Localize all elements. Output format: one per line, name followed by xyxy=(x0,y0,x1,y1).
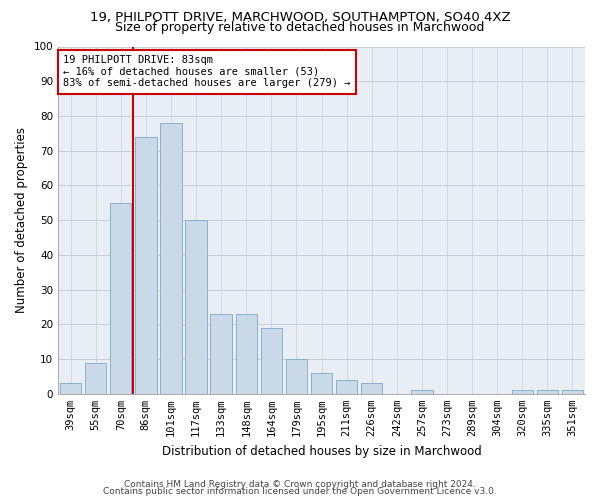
Bar xyxy=(336,380,357,394)
Bar xyxy=(361,384,382,394)
Bar xyxy=(260,328,282,394)
Bar xyxy=(135,137,157,394)
Bar xyxy=(411,390,433,394)
Bar xyxy=(110,203,131,394)
Y-axis label: Number of detached properties: Number of detached properties xyxy=(15,127,28,313)
Text: Size of property relative to detached houses in Marchwood: Size of property relative to detached ho… xyxy=(115,21,485,34)
Bar xyxy=(236,314,257,394)
X-axis label: Distribution of detached houses by size in Marchwood: Distribution of detached houses by size … xyxy=(161,444,481,458)
Bar xyxy=(211,314,232,394)
Bar xyxy=(536,390,558,394)
Bar xyxy=(311,373,332,394)
Bar xyxy=(60,384,81,394)
Bar xyxy=(85,362,106,394)
Text: Contains HM Land Registry data © Crown copyright and database right 2024.: Contains HM Land Registry data © Crown c… xyxy=(124,480,476,489)
Bar xyxy=(160,123,182,394)
Text: 19, PHILPOTT DRIVE, MARCHWOOD, SOUTHAMPTON, SO40 4XZ: 19, PHILPOTT DRIVE, MARCHWOOD, SOUTHAMPT… xyxy=(89,11,511,24)
Bar xyxy=(185,220,207,394)
Bar xyxy=(512,390,533,394)
Bar xyxy=(286,359,307,394)
Text: Contains public sector information licensed under the Open Government Licence v3: Contains public sector information licen… xyxy=(103,487,497,496)
Text: 19 PHILPOTT DRIVE: 83sqm
← 16% of detached houses are smaller (53)
83% of semi-d: 19 PHILPOTT DRIVE: 83sqm ← 16% of detach… xyxy=(64,55,351,88)
Bar xyxy=(562,390,583,394)
